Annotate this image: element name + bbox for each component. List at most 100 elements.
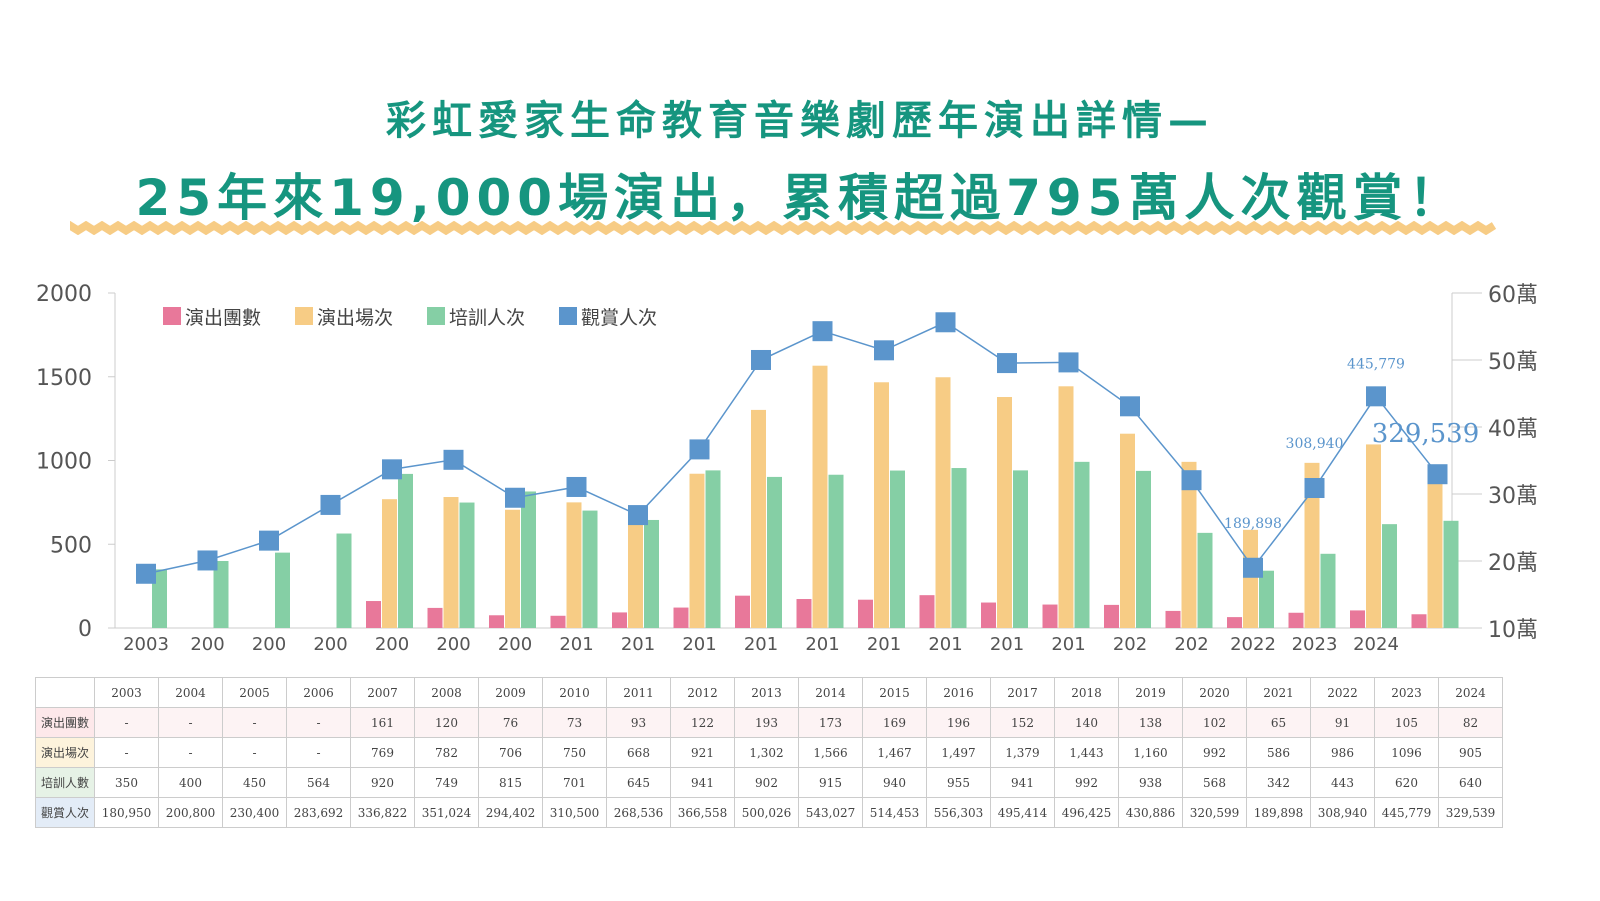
bar-trainees — [336, 533, 352, 628]
x-tick-label: 201 — [744, 634, 778, 655]
year-header: 2021 — [1246, 677, 1311, 708]
left-tick-label: 1000 — [36, 450, 92, 475]
year-header: 2017 — [990, 677, 1055, 708]
table-cell: 1,302 — [734, 737, 799, 768]
legend-label: 觀賞人次 — [581, 307, 657, 329]
table-cell: 500,026 — [734, 797, 799, 828]
left-tick-label: 2000 — [36, 282, 92, 307]
table-cell: 586 — [1246, 737, 1311, 768]
year-header: 2004 — [158, 677, 223, 708]
year-header: 2005 — [222, 677, 287, 708]
table-cell: 138 — [1118, 707, 1183, 738]
table-row: 培訓人數 350 400 450 564 920 749 815 701 645 941 902 915… — [35, 767, 1503, 798]
x-tick-label: 200 — [252, 634, 286, 655]
bar-troupes — [1411, 614, 1427, 628]
left-tick-label: 1500 — [36, 366, 92, 391]
table-cell: 105 — [1374, 707, 1439, 738]
table-cell: 283,692 — [286, 797, 351, 828]
bar-troupes — [796, 599, 812, 628]
right-tick-label: 60萬 — [1488, 283, 1538, 308]
audience-point — [1058, 352, 1079, 373]
audience-point — [197, 550, 218, 571]
table-cell: 1,379 — [990, 737, 1055, 768]
table-cell: 329,539 — [1438, 797, 1503, 828]
bar-trainees — [644, 519, 659, 628]
table-cell: 366,558 — [670, 797, 735, 828]
bar-performances — [1427, 476, 1443, 628]
bar-performances — [689, 473, 705, 628]
table-cell: 992 — [1054, 767, 1119, 798]
table-cell: 941 — [990, 767, 1055, 798]
table-row: 演出團數 - - - -161 120 76 73 93 122 193 173 169 196 152 14… — [35, 707, 1503, 738]
bar-trainees — [828, 474, 844, 628]
bar-trainees — [521, 491, 536, 628]
table-cell: 640 — [1438, 767, 1503, 798]
bar-performances — [566, 502, 582, 628]
bar-trainees — [1074, 461, 1090, 628]
table-cell: - — [222, 707, 287, 738]
table-cell: 749 — [414, 767, 479, 798]
bar-performances — [1120, 433, 1135, 628]
x-tick-label: 2023 — [1292, 634, 1338, 655]
table-cell: 342 — [1246, 767, 1311, 798]
year-header: 2024 — [1438, 677, 1503, 708]
legend-swatch — [559, 307, 577, 325]
bar-trainees — [1136, 470, 1151, 628]
bar-performances — [751, 409, 766, 628]
audience-point — [566, 476, 587, 497]
table-cell: 1096 — [1374, 737, 1439, 768]
bar-troupes — [1288, 612, 1304, 628]
legend-swatch — [427, 307, 445, 325]
table-cell: 193 — [734, 707, 799, 738]
bar-performances — [1243, 529, 1258, 628]
year-header: 2012 — [670, 677, 735, 708]
x-tick-label: 200 — [313, 634, 347, 655]
x-tick-label: 200 — [190, 634, 224, 655]
audience-point — [935, 312, 956, 333]
table-cell: 955 — [926, 767, 991, 798]
bar-trainees — [213, 561, 229, 628]
bar-performances — [997, 397, 1012, 628]
legend-label: 演出團數 — [185, 307, 261, 329]
x-tick-label: 202 — [1113, 634, 1147, 655]
table-cell: 140 — [1054, 707, 1119, 738]
audience-point — [1120, 396, 1140, 417]
table-cell: - — [94, 737, 159, 768]
wavy-underline — [70, 221, 1497, 235]
bar-troupes — [1165, 610, 1181, 628]
table-cell: 200,800 — [158, 797, 223, 828]
bar-performances — [874, 382, 889, 628]
table-cell: 620 — [1374, 767, 1439, 798]
year-header: 2023 — [1374, 677, 1439, 708]
x-tick-label: 201 — [621, 634, 655, 655]
bar-trainees — [152, 569, 167, 628]
combo-chart: 0 500 1000 1500 2000 10萬 20萬 30萬 40萬 50萬 60萬 2003 20… — [36, 282, 1538, 655]
bar-trainees — [398, 473, 413, 628]
table-row: 演出場次 - - - -769 782 706 750 668 921 1,302 1,566 1,46… — [35, 737, 1503, 768]
table-cell: 1,443 — [1054, 737, 1119, 768]
table-cell: 230,400 — [222, 797, 287, 828]
year-header: 2007 — [350, 677, 415, 708]
table-cell: 941 — [670, 767, 735, 798]
x-tick-label: 201 — [1051, 634, 1085, 655]
bar-performances — [935, 377, 951, 628]
table-cell: 268,536 — [606, 797, 671, 828]
title-line-1: 彩虹愛家生命教育音樂劇歷年演出詳情— — [386, 98, 1214, 144]
table-cell: - — [222, 737, 287, 768]
audience-point — [751, 349, 771, 370]
audience-point — [1181, 470, 1202, 491]
bar-trainees — [1013, 470, 1028, 628]
year-header: 2020 — [1182, 677, 1247, 708]
table-cell: 645 — [606, 767, 671, 798]
row-label: 培訓人數 — [35, 767, 95, 798]
year-header: 2009 — [478, 677, 543, 708]
table-cell: 940 — [862, 767, 927, 798]
table-cell: 495,414 — [990, 797, 1055, 828]
x-tick-label: 200 — [375, 634, 409, 655]
right-tick-label: 40萬 — [1488, 417, 1538, 442]
table-cell: 91 — [1310, 707, 1375, 738]
bar-troupes — [735, 595, 750, 628]
audience-point — [382, 459, 402, 480]
table-cell: 308,940 — [1310, 797, 1375, 828]
data-label: 329,539 — [1372, 419, 1480, 449]
